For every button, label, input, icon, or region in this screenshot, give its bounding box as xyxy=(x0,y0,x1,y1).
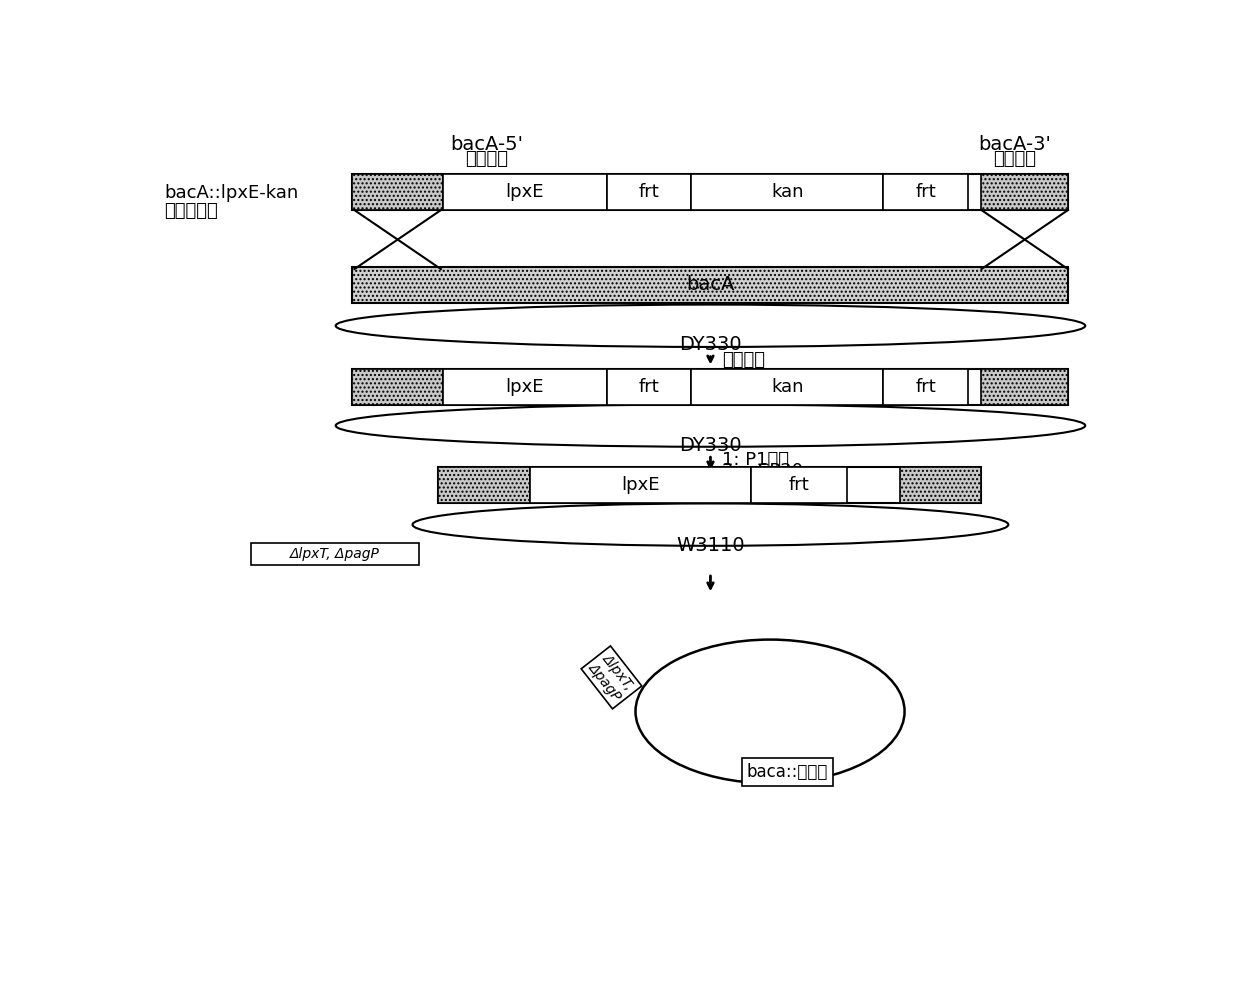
Bar xyxy=(352,174,1068,210)
Bar xyxy=(444,174,606,210)
Text: frt: frt xyxy=(789,476,810,494)
Bar xyxy=(982,174,1068,210)
Bar xyxy=(352,267,1068,303)
Bar xyxy=(439,467,982,504)
Bar xyxy=(352,369,444,406)
Text: frt: frt xyxy=(639,378,660,396)
Text: frt: frt xyxy=(639,183,660,201)
Text: 同源重组: 同源重组 xyxy=(722,351,765,369)
Text: lpxE: lpxE xyxy=(506,183,544,201)
Text: ΔlpxT,
ΔpagP: ΔlpxT, ΔpagP xyxy=(587,651,637,704)
Bar xyxy=(606,174,691,210)
Bar xyxy=(982,369,1068,406)
Bar xyxy=(250,543,419,566)
Text: 2: pCP20: 2: pCP20 xyxy=(722,462,804,480)
Text: DY330: DY330 xyxy=(680,436,742,455)
Bar xyxy=(900,467,981,504)
Text: DY330: DY330 xyxy=(680,335,742,355)
Bar xyxy=(352,174,444,210)
Text: 同源序列: 同源序列 xyxy=(465,150,508,169)
Text: bacA-5': bacA-5' xyxy=(450,135,523,154)
Bar xyxy=(444,369,606,406)
Text: ΔlpxT, ΔpagP: ΔlpxT, ΔpagP xyxy=(290,547,381,561)
Text: kan: kan xyxy=(771,183,804,201)
Bar xyxy=(883,369,968,406)
Text: lpxE: lpxE xyxy=(506,378,544,396)
Text: 基因表达框: 基因表达框 xyxy=(165,202,218,220)
Bar xyxy=(352,369,1068,406)
Text: W3110: W3110 xyxy=(676,535,745,555)
Bar xyxy=(439,467,529,504)
Bar xyxy=(751,467,847,504)
Text: lpxE: lpxE xyxy=(621,476,660,494)
Bar xyxy=(606,369,691,406)
Text: baca::磷酸酶: baca::磷酸酶 xyxy=(746,763,828,781)
Bar xyxy=(691,174,883,210)
Text: frt: frt xyxy=(915,378,936,396)
Text: 同源序列: 同源序列 xyxy=(993,150,1037,169)
Text: 1: P1转导: 1: P1转导 xyxy=(722,452,789,469)
Bar xyxy=(883,174,968,210)
Bar xyxy=(529,467,750,504)
Text: bacA: bacA xyxy=(686,275,734,295)
Text: frt: frt xyxy=(915,183,936,201)
Text: bacA-3': bacA-3' xyxy=(978,135,1052,154)
Bar xyxy=(691,369,883,406)
Text: bacA::lpxE-kan: bacA::lpxE-kan xyxy=(165,185,299,202)
Text: kan: kan xyxy=(771,378,804,396)
